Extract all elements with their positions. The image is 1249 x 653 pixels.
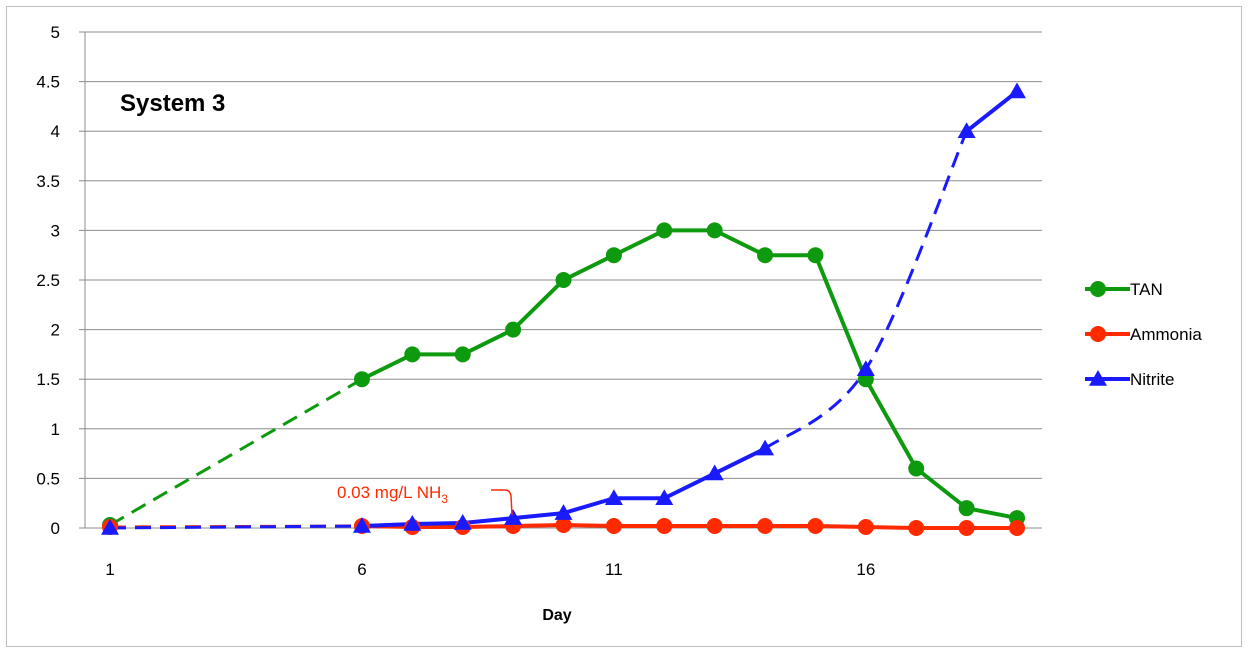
nitrite-point — [453, 514, 472, 530]
x-tick-label: 16 — [856, 560, 875, 579]
tan-point — [706, 222, 723, 239]
y-tick-label: 4.5 — [36, 73, 60, 92]
y-tick-label: 2 — [51, 321, 60, 340]
ammonia-point — [908, 520, 925, 536]
y-tick-label: 4 — [51, 122, 60, 141]
nitrite-point — [756, 439, 775, 456]
tan-point — [353, 371, 370, 388]
y-tick-label: 3 — [51, 221, 60, 240]
nitrite-point — [957, 122, 976, 138]
ammonia-point — [857, 519, 874, 536]
tan-legend-marker — [1090, 281, 1106, 297]
y-axis-ticks: 0 0.5 1 1.5 2 2.5 3 3.5 4 4.5 5 — [36, 23, 85, 538]
nitrite-point — [101, 519, 119, 535]
tan-point — [454, 346, 471, 363]
annotation-text: 0.03 mg/L NH — [337, 483, 441, 502]
nitrite-line-dashed — [764, 130, 968, 450]
nitrite-point — [352, 517, 371, 533]
tan-point — [404, 346, 421, 363]
y-tick-label: 3.5 — [36, 172, 60, 191]
x-axis-ticks: 1 6 11 16 — [105, 528, 875, 579]
tan-point — [505, 321, 522, 338]
ammonia-point — [656, 518, 673, 535]
legend-tan-label: TAN — [1130, 280, 1163, 299]
legend-ammonia-label: Ammonia — [1130, 325, 1202, 344]
chart-title: System 3 — [120, 90, 225, 117]
tan-point — [555, 272, 572, 288]
ammonia-point — [605, 518, 622, 535]
nitrite-legend-marker — [1089, 370, 1107, 386]
nitrite-point — [1008, 82, 1026, 99]
nitrite-point — [504, 509, 523, 525]
y-tick-label: 2.5 — [36, 271, 60, 290]
y-tick-label: 1.5 — [36, 370, 60, 389]
ammonia-point — [757, 518, 774, 535]
grid-lines — [85, 31, 1042, 479]
tan-point — [757, 247, 774, 264]
x-tick-label: 11 — [605, 560, 623, 579]
chart-frame — [6, 6, 1242, 647]
legend: TAN Ammonia Nitrite — [1085, 280, 1202, 389]
tan-point — [958, 500, 975, 517]
nitrite-point — [554, 504, 573, 520]
tan-point — [908, 460, 925, 477]
ammonia-point — [706, 518, 723, 535]
annotation-label: 0.03 mg/L NH3 — [337, 483, 448, 506]
annotation-leader-line — [491, 489, 513, 516]
ammonia-point — [958, 520, 975, 536]
x-tick-label: 1 — [105, 560, 114, 579]
tan-point — [807, 247, 824, 264]
series-markers — [101, 82, 1026, 536]
legend-nitrite-label: Nitrite — [1130, 370, 1174, 389]
tan-point — [605, 247, 622, 264]
tan-line-dashed — [109, 377, 363, 527]
annotation-subscript: 3 — [441, 492, 448, 506]
ammonia-point — [807, 518, 824, 535]
nitrite-point — [705, 464, 724, 481]
x-axis-title: Day — [542, 607, 571, 624]
y-tick-label: 5 — [51, 23, 60, 42]
nitrite-point — [604, 489, 623, 505]
series-lines — [109, 89, 1019, 530]
nitrite-line-dashed — [109, 524, 362, 530]
ammonia-point — [1009, 520, 1025, 536]
y-tick-label: 1 — [51, 420, 60, 439]
tan-point — [656, 222, 673, 239]
ammonia-point — [555, 517, 572, 534]
y-tick-label: 0.5 — [36, 469, 60, 488]
y-tick-label: 0 — [51, 519, 60, 538]
ammonia-line — [361, 523, 1017, 530]
x-tick-label: 6 — [357, 560, 366, 579]
nitrite-point — [856, 360, 875, 377]
nitrite-point — [403, 515, 422, 531]
ammonia-legend-marker — [1090, 326, 1106, 342]
annotation: 0.03 mg/L NH3 — [337, 483, 513, 516]
tan-line — [361, 228, 1018, 521]
nitrite-point — [655, 489, 674, 505]
